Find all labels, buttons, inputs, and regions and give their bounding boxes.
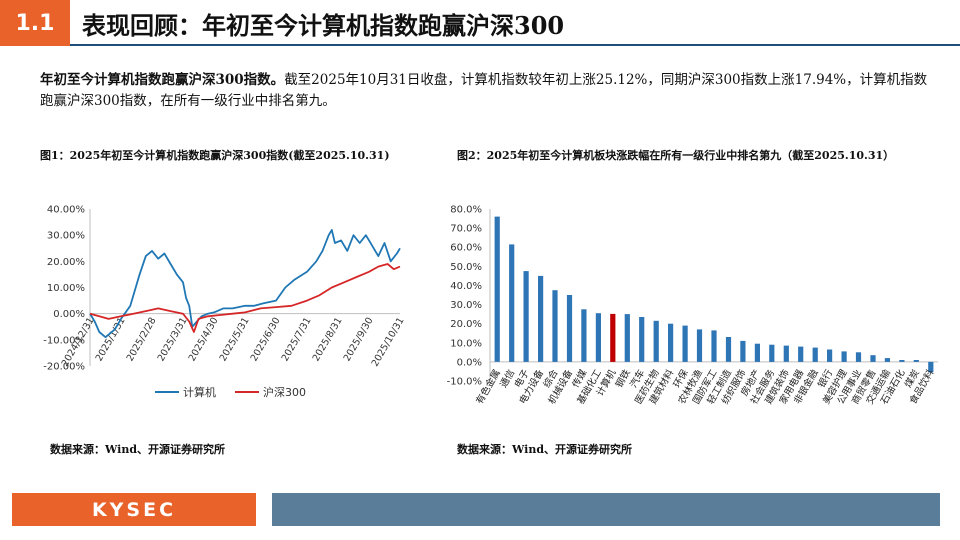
footer-band (272, 493, 940, 526)
bar (668, 323, 674, 362)
x-tick-label: 2025/6/30 (249, 316, 283, 364)
legend-label: 计算机 (183, 385, 216, 399)
bar (783, 345, 789, 362)
summary-lead: 年初至今计算机指数跑赢沪深300指数。 (40, 72, 285, 88)
bar (769, 344, 775, 362)
page-title: 表现回顾：年初至今计算机指数跑赢沪深300 (82, 11, 565, 40)
bar (754, 343, 760, 362)
summary-paragraph: 年初至今计算机指数跑赢沪深300指数。截至2025年10月31日收盘，计算机指数… (40, 70, 930, 112)
bar (740, 340, 746, 362)
bar (884, 358, 890, 362)
bar (581, 309, 587, 362)
logo-text: KYSEC (91, 498, 177, 521)
x-tick-label: 2025/1/31 (94, 316, 128, 364)
category-label: 通信 (497, 367, 517, 389)
bar (841, 351, 847, 362)
x-tick-label: 2025/2/28 (125, 316, 159, 364)
summary-body: 截至2025年10月31日收盘，计算机指数较年初上涨25.12%，同期沪深300… (40, 72, 928, 109)
y-tick-label: 0.00% (53, 309, 85, 320)
bar (494, 216, 500, 362)
y-tick-label: 40.00% (47, 205, 85, 216)
x-tick-label: 2025/8/31 (311, 316, 345, 364)
header-rule (70, 44, 960, 46)
bar (928, 361, 934, 373)
bar (566, 295, 573, 362)
bar (653, 320, 659, 362)
legend-label: 沪深300 (263, 385, 306, 399)
y-tick-label: 20.0% (450, 319, 482, 330)
y-tick-label: 30.0% (450, 300, 482, 311)
y-tick-label: 20.00% (47, 257, 85, 268)
bar (725, 337, 732, 362)
bar (913, 360, 919, 362)
bar (538, 275, 544, 362)
footer-logo: KYSEC (12, 493, 256, 526)
bar (798, 346, 804, 362)
figure2-source: 数据来源：Wind、开源证券研究所 (457, 443, 633, 456)
bar (610, 313, 616, 362)
bar (870, 355, 876, 362)
x-tick-label: 2025/5/31 (218, 316, 252, 364)
y-tick-label: 60.0% (450, 243, 482, 254)
bar (855, 352, 862, 362)
x-tick-label: 2025/7/31 (280, 316, 314, 364)
y-tick-label: 30.00% (47, 231, 85, 242)
bar (509, 244, 515, 362)
y-tick-label: 10.00% (47, 283, 85, 294)
bar (899, 360, 905, 362)
y-tick-label: -10.00% (43, 335, 85, 346)
bar (523, 271, 529, 362)
bar (639, 317, 645, 362)
bar (827, 349, 833, 362)
y-tick-label: 70.0% (450, 224, 482, 235)
y-tick-label: 50.0% (450, 262, 482, 273)
y-tick-label: 40.0% (450, 281, 482, 292)
figure2-title: 图2：2025年初至今计算机板块涨跌幅在所有一级行业中排名第九（截至2025.1… (457, 149, 895, 162)
x-tick-label: 2025/9/30 (342, 316, 376, 364)
bar (812, 347, 818, 362)
y-tick-label: 10.0% (450, 338, 482, 349)
figure1-title: 图1：2025年初至今计算机指数跑赢沪深300指数(截至2025.10.31) (40, 149, 390, 162)
section-number: 1.1 (0, 0, 70, 46)
bar (624, 314, 630, 362)
bar-chart: -10.0% 0.0% 10.0% 20.0% 30.0% 40.0% 50.0% 60.0%… (447, 205, 938, 406)
y-tick-label: 80.0% (450, 205, 482, 216)
series-line-1 (89, 263, 401, 333)
bar (696, 329, 703, 362)
x-tick-label: 2025/3/31 (156, 316, 190, 364)
bar (552, 290, 558, 362)
y-tick-label: 0.0% (457, 357, 482, 368)
bar (682, 325, 688, 362)
bar (595, 313, 601, 362)
x-tick-label: 2025/10/31 (370, 316, 407, 369)
y-tick-label: -10.0% (447, 377, 482, 388)
y-tick-label: -20.00% (43, 362, 85, 373)
figure1-source: 数据来源：Wind、开源证券研究所 (50, 443, 226, 456)
line-chart: -20.00% -10.00% 0.00% 10.00% 20.00% 30.00% 40.… (43, 205, 407, 400)
bar (711, 330, 717, 362)
series-line-0 (89, 229, 401, 339)
